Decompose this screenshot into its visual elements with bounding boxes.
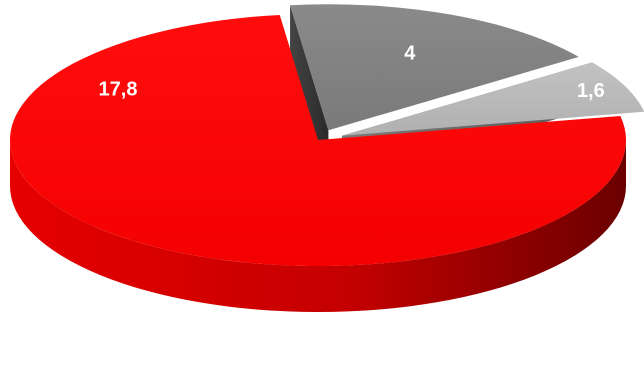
pie-slice-side-0: [10, 140, 626, 312]
pie-slice-0: [10, 14, 627, 267]
pie-slice-1: [290, 4, 579, 131]
pie-slice-cut-1: [290, 5, 329, 177]
pie-slice-label-0: 17,8: [99, 78, 138, 100]
pie-slice-label-2: 1,6: [577, 80, 605, 102]
pie-slice-2: [341, 62, 644, 136]
pie-slice-label-1: 4: [404, 42, 416, 64]
